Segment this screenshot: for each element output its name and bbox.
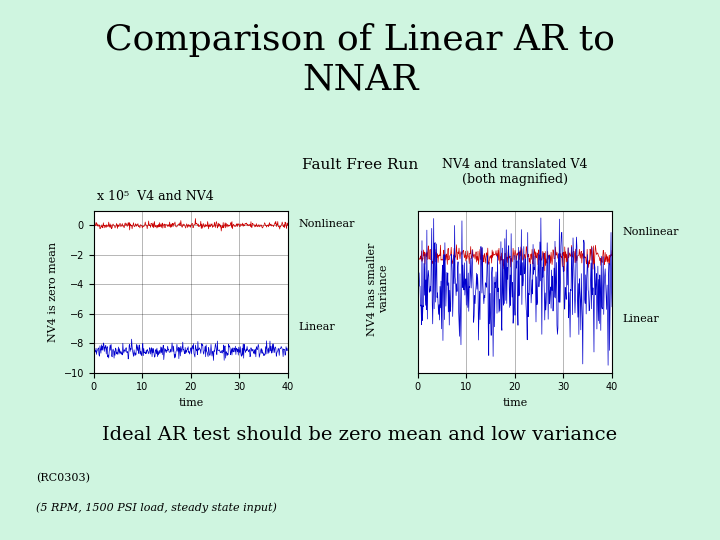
Text: Nonlinear: Nonlinear — [299, 219, 355, 229]
Text: (RC0303): (RC0303) — [36, 472, 90, 483]
Text: Linear: Linear — [623, 314, 660, 323]
Text: Nonlinear: Nonlinear — [623, 227, 679, 237]
Text: Fault Free Run: Fault Free Run — [302, 158, 418, 172]
Y-axis label: NV4 is zero mean: NV4 is zero mean — [48, 241, 58, 342]
Text: Ideal AR test should be zero mean and low variance: Ideal AR test should be zero mean and lo… — [102, 426, 618, 444]
Text: NV4 and translated V4
(both magnified): NV4 and translated V4 (both magnified) — [442, 158, 588, 186]
X-axis label: time: time — [502, 398, 528, 408]
X-axis label: time: time — [178, 398, 204, 408]
Text: NV4 has smaller
variance: NV4 has smaller variance — [367, 242, 389, 335]
Text: x 10⁵  V4 and NV4: x 10⁵ V4 and NV4 — [97, 190, 214, 202]
Text: Linear: Linear — [299, 322, 336, 332]
Text: (5 RPM, 1500 PSI load, steady state input): (5 RPM, 1500 PSI load, steady state inpu… — [36, 502, 277, 513]
Text: Comparison of Linear AR to
NNAR: Comparison of Linear AR to NNAR — [105, 23, 615, 96]
